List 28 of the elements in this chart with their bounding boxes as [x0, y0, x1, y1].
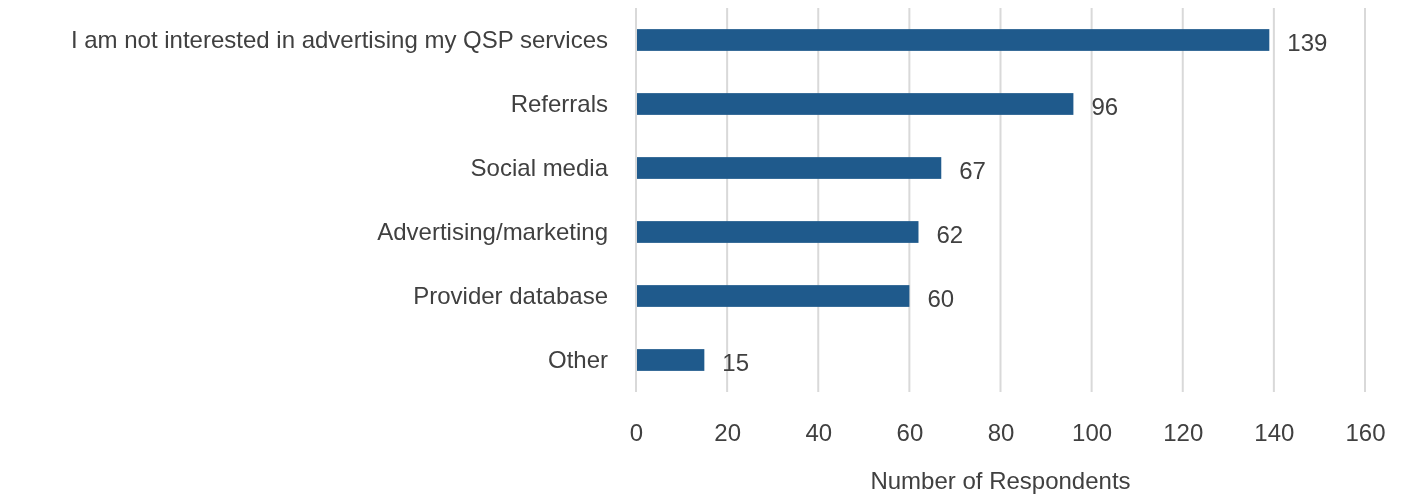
x-tick-label: 0 [629, 419, 644, 447]
x-tick-label: 100 [1072, 419, 1113, 447]
data-label: 60 [927, 285, 955, 312]
data-label: 15 [722, 349, 750, 376]
x-axis-title: Number of Respondents [870, 467, 1131, 494]
x-tick-label: 80 [987, 419, 1015, 447]
x-tick-label: 40 [805, 419, 833, 447]
data-label: 96 [1091, 93, 1119, 120]
y-tick-label: Referrals [510, 89, 608, 117]
bar [636, 157, 942, 179]
bar [636, 221, 919, 243]
y-tick-label: Social media [470, 153, 609, 181]
x-tick-label: 140 [1254, 419, 1295, 447]
data-label: 139 [1287, 29, 1328, 56]
x-tick-label: 120 [1163, 419, 1204, 447]
y-tick-label: Provider database [413, 281, 608, 309]
y-tick-label: I am not interested in advertising my QSP services [70, 25, 608, 53]
bar [636, 29, 1270, 51]
bar [636, 93, 1074, 115]
x-tick-label: 160 [1345, 419, 1386, 447]
data-label: 62 [936, 221, 964, 248]
y-tick-label: Other [547, 345, 608, 373]
bar [636, 285, 910, 307]
data-label: 67 [959, 157, 986, 184]
y-tick-label: Advertising/marketing [377, 217, 608, 245]
x-tick-label: 20 [714, 419, 741, 447]
x-tick-label: 60 [896, 419, 924, 447]
bar [636, 349, 705, 371]
